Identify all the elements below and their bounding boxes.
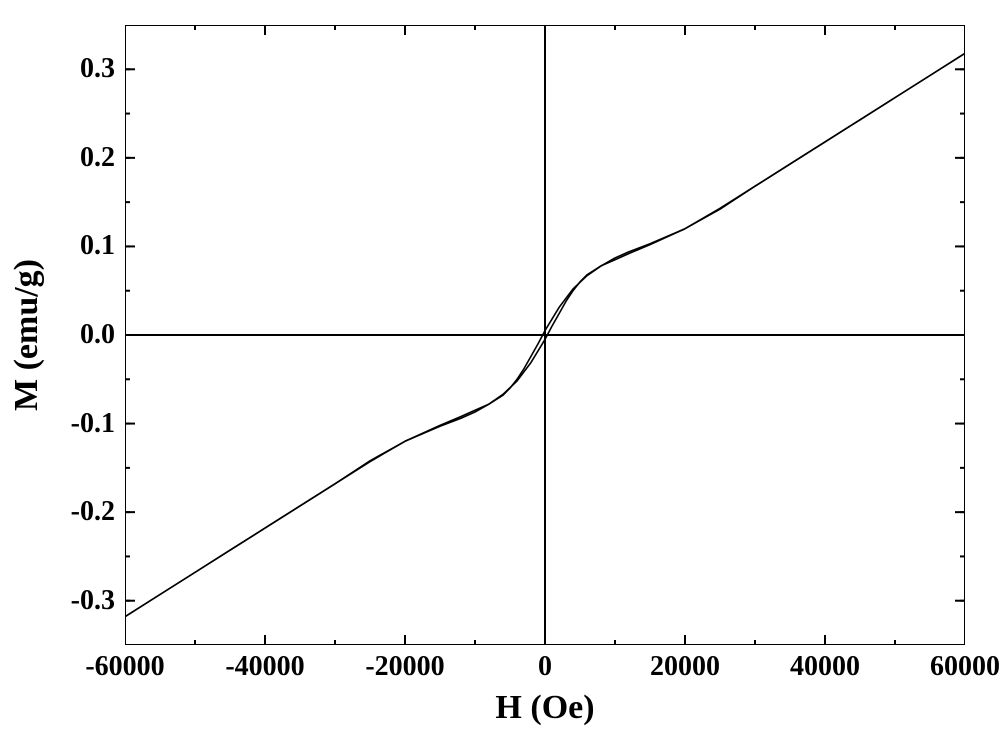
x-tick-label: -40000 <box>225 651 304 683</box>
x-tick-label: 60000 <box>930 651 1000 683</box>
y-tick-label: -0.1 <box>71 408 115 440</box>
plot-area <box>125 25 965 645</box>
plot-svg <box>125 25 965 645</box>
y-axis-label: M (emu/g) <box>8 259 46 411</box>
y-tick-label: -0.2 <box>71 496 115 528</box>
x-tick-label: -20000 <box>365 651 444 683</box>
y-tick-label: -0.3 <box>71 585 115 617</box>
y-tick-label: 0.1 <box>80 230 115 262</box>
y-tick-label: 0.2 <box>80 142 115 174</box>
x-tick-label: 40000 <box>790 651 860 683</box>
y-tick-label: 0.3 <box>80 53 115 85</box>
x-tick-label: 20000 <box>650 651 720 683</box>
x-tick-label: -60000 <box>85 651 164 683</box>
x-tick-label: 0 <box>538 651 552 683</box>
y-tick-label: 0.0 <box>80 319 115 351</box>
hysteresis-figure: H (Oe) M (emu/g) -60000 -40000 -20000 0 2000… <box>0 0 1000 744</box>
x-axis-label: H (Oe) <box>495 689 594 727</box>
